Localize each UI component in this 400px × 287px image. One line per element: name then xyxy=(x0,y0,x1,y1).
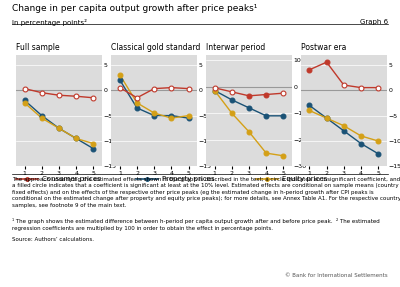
Text: © Bank for International Settlements: © Bank for International Settlements xyxy=(285,274,388,278)
Text: Source: Authors’ calculations.: Source: Authors’ calculations. xyxy=(12,237,94,242)
Text: In percentage points²: In percentage points² xyxy=(12,19,87,26)
Text: Property prices: Property prices xyxy=(162,177,215,182)
Text: Graph 6: Graph 6 xyxy=(360,19,388,25)
Text: Consumer prices: Consumer prices xyxy=(42,177,101,182)
Text: Change in per capita output growth after price peaks¹: Change in per capita output growth after… xyxy=(12,4,257,13)
Text: Equity prices: Equity prices xyxy=(282,177,327,182)
Text: The approach underlying the estimated effects shown in the graph is described in: The approach underlying the estimated ef… xyxy=(12,177,400,208)
Text: Full sample: Full sample xyxy=(16,43,60,52)
Text: Interwar period: Interwar period xyxy=(206,43,265,52)
Text: Classical gold standard: Classical gold standard xyxy=(111,43,200,52)
Text: ¹ The graph shows the estimated difference between h-period per capita output gr: ¹ The graph shows the estimated differen… xyxy=(12,218,380,231)
Text: Postwar era: Postwar era xyxy=(301,43,346,52)
